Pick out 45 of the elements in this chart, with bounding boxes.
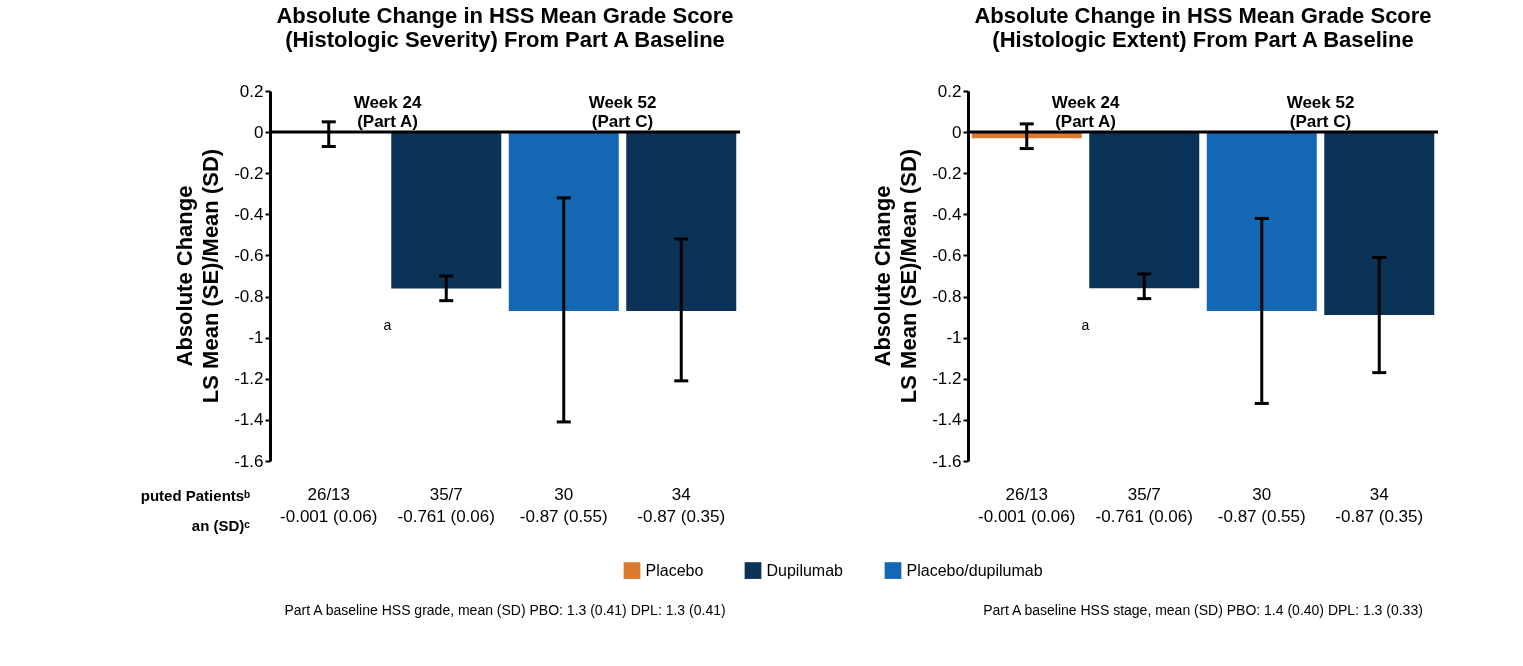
text: an (SD)ᶜ bbox=[191, 517, 251, 534]
annotation: a bbox=[383, 316, 392, 333]
x-tick-label: 35/7 -0.761 (0.06) bbox=[1095, 484, 1193, 526]
y-tick-label: -1 bbox=[248, 328, 264, 348]
annotation: a bbox=[1081, 316, 1090, 333]
x-tick-label: 26/13 -0.001 (0.06) bbox=[280, 484, 378, 526]
y-tick-label: -0.4 bbox=[932, 204, 962, 224]
y-tick-label: -0.8 bbox=[234, 287, 264, 307]
y-tick-label: -0.6 bbox=[932, 245, 962, 265]
y-tick-label: -0.2 bbox=[932, 163, 962, 183]
x-tick-label: 30 -0.87 (0.55) bbox=[1217, 484, 1306, 526]
annotation: Week 52 (Part C) bbox=[588, 93, 657, 131]
y-axis-title: Absolute Change LS Mean (SE)/Mean (SD) bbox=[172, 148, 223, 404]
text: puted Patientsᵇ bbox=[140, 487, 251, 504]
y-tick-label: -1.6 bbox=[932, 451, 962, 471]
chart-title: Absolute Change in HSS Mean Grade Score (Histologic Severity) From Part A Baseline bbox=[276, 3, 734, 52]
x-tick-label: 34 -0.87 (0.35) bbox=[637, 484, 726, 526]
y-axis-title: Absolute Change LS Mean (SE)/Mean (SD) bbox=[870, 148, 921, 404]
legend-label: Placebo/dupilumab bbox=[906, 561, 1043, 579]
text: Part A baseline HSS stage, mean (SD) PBO: 1.4 (0.40) DPL: 1.3 (0.33) bbox=[983, 602, 1423, 618]
y-tick-label: 0.2 bbox=[239, 81, 264, 101]
annotation: Week 24 (Part A) bbox=[1051, 93, 1120, 131]
y-tick-label: 0 bbox=[254, 122, 264, 142]
x-tick-label: 35/7 -0.761 (0.06) bbox=[397, 484, 495, 526]
y-tick-label: -0.4 bbox=[234, 204, 264, 224]
annotation: Week 24 (Part A) bbox=[353, 93, 422, 131]
y-tick-label: -1.2 bbox=[234, 369, 264, 389]
y-tick-label: -1.6 bbox=[234, 451, 264, 471]
y-tick-label: -0.2 bbox=[234, 163, 264, 183]
y-tick-label: -0.8 bbox=[932, 287, 962, 307]
x-tick-label: 34 -0.87 (0.35) bbox=[1335, 484, 1424, 526]
legend-label: Dupilumab bbox=[766, 561, 844, 579]
y-tick-label: -1 bbox=[946, 328, 962, 348]
y-tick-label: 0.2 bbox=[937, 81, 962, 101]
x-tick-label: 30 -0.87 (0.55) bbox=[519, 484, 608, 526]
text: Part A baseline HSS grade, mean (SD) PBO: 1.3 (0.41) DPL: 1.3 (0.41) bbox=[284, 602, 726, 618]
y-tick-label: -1.4 bbox=[932, 410, 962, 430]
x-tick-label: 26/13 -0.001 (0.06) bbox=[978, 484, 1076, 526]
chart-title: Absolute Change in HSS Mean Grade Score (Histologic Extent) From Part A Baseline bbox=[974, 3, 1432, 52]
y-tick-label: 0 bbox=[952, 122, 962, 142]
legend-label: Placebo bbox=[645, 561, 704, 579]
y-tick-label: -1.4 bbox=[234, 410, 264, 430]
y-tick-label: -0.6 bbox=[234, 245, 264, 265]
annotation: Week 52 (Part C) bbox=[1286, 93, 1355, 131]
y-tick-label: -1.2 bbox=[932, 369, 962, 389]
